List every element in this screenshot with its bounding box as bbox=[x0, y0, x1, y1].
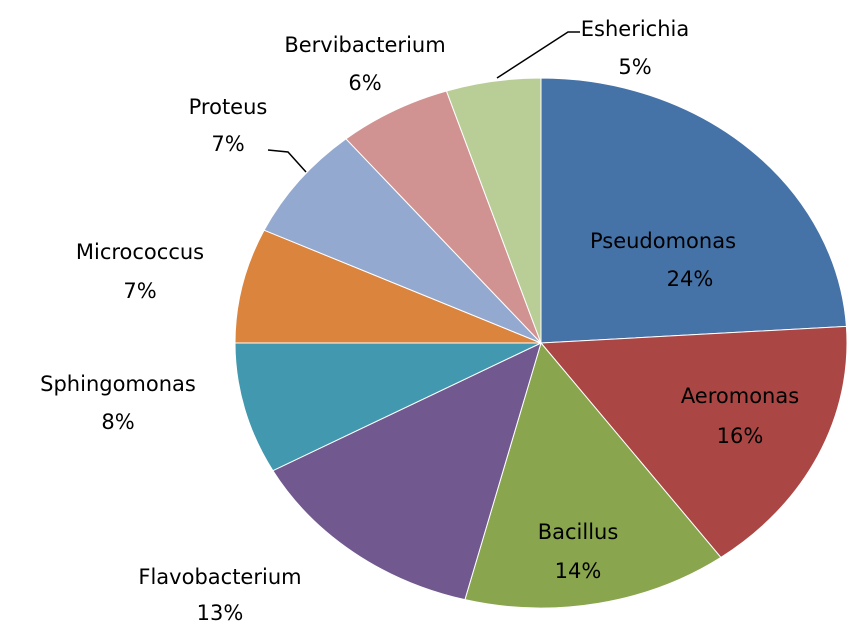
pie-slice bbox=[272, 342, 542, 601]
slice-value-label: 7% bbox=[123, 279, 156, 303]
slice-label: Aeromonas bbox=[681, 384, 799, 408]
leader-line bbox=[267, 149, 307, 173]
slice-value-label: 6% bbox=[348, 71, 381, 95]
pie-slice bbox=[464, 341, 722, 609]
pie-slice bbox=[263, 138, 542, 344]
slice-value-label: 8% bbox=[101, 410, 134, 434]
slice-value-label: 13% bbox=[197, 601, 244, 625]
slice-value-label: 7% bbox=[211, 132, 244, 156]
slice-label: Pseudomonas bbox=[590, 229, 736, 253]
pie-slice bbox=[234, 229, 542, 344]
slice-label: Sphingomonas bbox=[40, 372, 196, 396]
slice-label: Bervibacterium bbox=[284, 33, 445, 57]
slice-label: Proteus bbox=[189, 95, 268, 119]
slice-label: Flavobacterium bbox=[138, 565, 301, 589]
slice-label: Micrococcus bbox=[76, 240, 204, 264]
slice-label: Bacillus bbox=[538, 520, 619, 544]
pie-slice bbox=[445, 77, 542, 344]
slice-value-label: 5% bbox=[618, 55, 651, 79]
slice-value-label: 14% bbox=[555, 559, 602, 583]
pie-slice bbox=[540, 77, 847, 344]
slice-label: Esherichia bbox=[581, 17, 689, 41]
pie-slice bbox=[234, 342, 542, 472]
slice-value-label: 24% bbox=[667, 267, 714, 291]
slice-value-label: 16% bbox=[717, 424, 764, 448]
leader-line bbox=[496, 31, 580, 79]
